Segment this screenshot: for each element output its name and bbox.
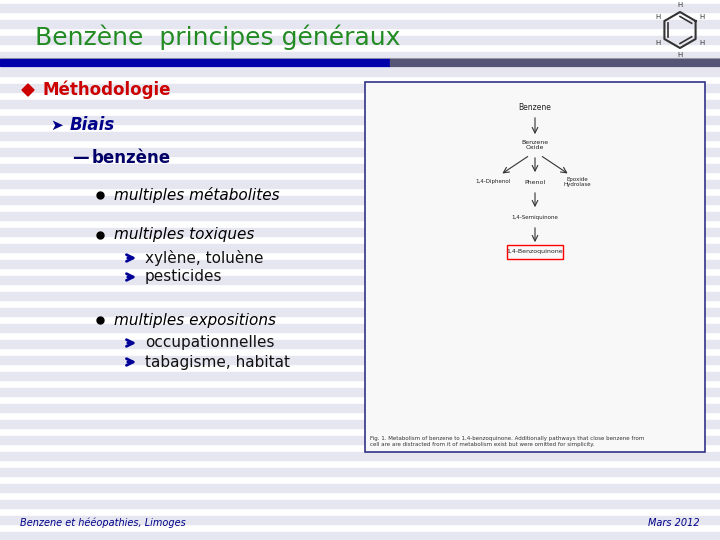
Bar: [0, 324, 720, 332]
Text: Benzène  principes généraux: Benzène principes généraux: [35, 25, 400, 51]
Bar: [0, 244, 720, 252]
Text: 1,4-Semiquinone: 1,4-Semiquinone: [512, 214, 559, 219]
Text: Mars 2012: Mars 2012: [649, 518, 700, 528]
Text: multiples toxiques: multiples toxiques: [114, 227, 254, 242]
Bar: [0, 132, 720, 140]
Text: ➤: ➤: [50, 118, 63, 132]
Text: benzène: benzène: [92, 149, 171, 167]
Bar: [0, 500, 720, 508]
Text: H: H: [655, 15, 661, 21]
Text: H: H: [678, 52, 683, 58]
Bar: [0, 180, 720, 188]
Bar: [0, 20, 720, 28]
Bar: [0, 276, 720, 284]
Bar: [0, 420, 720, 428]
Text: multiples métabolites: multiples métabolites: [114, 187, 279, 203]
Bar: [0, 52, 720, 60]
Bar: [0, 148, 720, 156]
Text: multiples expositions: multiples expositions: [114, 313, 276, 327]
Bar: [0, 436, 720, 444]
Bar: [0, 164, 720, 172]
Bar: [0, 260, 720, 268]
Bar: [0, 340, 720, 348]
Bar: [365, 82, 705, 452]
Text: xylène, toluène: xylène, toluène: [145, 250, 264, 266]
Bar: [0, 292, 720, 300]
Bar: [0, 116, 720, 124]
Text: H: H: [699, 15, 704, 21]
Text: Benzene: Benzene: [518, 103, 552, 111]
Text: Fig. 1. Metabolism of benzene to 1,4-benzoquinone. Additionally pathways that cl: Fig. 1. Metabolism of benzene to 1,4-ben…: [370, 436, 644, 447]
Text: Benzene
Oxide: Benzene Oxide: [521, 140, 549, 151]
Text: Phenol: Phenol: [524, 179, 546, 185]
Text: tabagisme, habitat: tabagisme, habitat: [145, 354, 290, 369]
Bar: [0, 36, 720, 44]
Text: Epoxide
Hydrolase: Epoxide Hydrolase: [563, 177, 591, 187]
Text: occupationnelles: occupationnelles: [145, 335, 274, 350]
Text: 1,4-Benzoquinone: 1,4-Benzoquinone: [507, 249, 563, 254]
Bar: [0, 516, 720, 524]
Bar: [0, 404, 720, 412]
Text: Benzene et hééopathies, Limoges: Benzene et hééopathies, Limoges: [20, 517, 186, 528]
Bar: [507, 245, 563, 259]
Bar: [0, 228, 720, 236]
Bar: [0, 372, 720, 380]
Text: H: H: [678, 2, 683, 8]
Bar: [0, 100, 720, 108]
Text: H: H: [699, 39, 704, 45]
Bar: [0, 388, 720, 396]
Text: Méthodologie: Méthodologie: [42, 81, 171, 99]
Bar: [390, 59, 720, 66]
Bar: [0, 356, 720, 364]
Bar: [0, 59, 390, 66]
Bar: [0, 484, 720, 492]
Bar: [0, 468, 720, 476]
Bar: [0, 68, 720, 76]
Bar: [0, 212, 720, 220]
Bar: [0, 4, 720, 12]
Bar: [0, 452, 720, 460]
Bar: [0, 532, 720, 540]
Polygon shape: [22, 84, 34, 96]
Text: —: —: [72, 149, 89, 167]
Bar: [0, 308, 720, 316]
Text: H: H: [655, 39, 661, 45]
Text: pesticides: pesticides: [145, 269, 222, 285]
Bar: [0, 84, 720, 92]
Bar: [0, 196, 720, 204]
Text: Biais: Biais: [70, 116, 115, 134]
Text: 1,4-Diphenol: 1,4-Diphenol: [475, 179, 510, 185]
